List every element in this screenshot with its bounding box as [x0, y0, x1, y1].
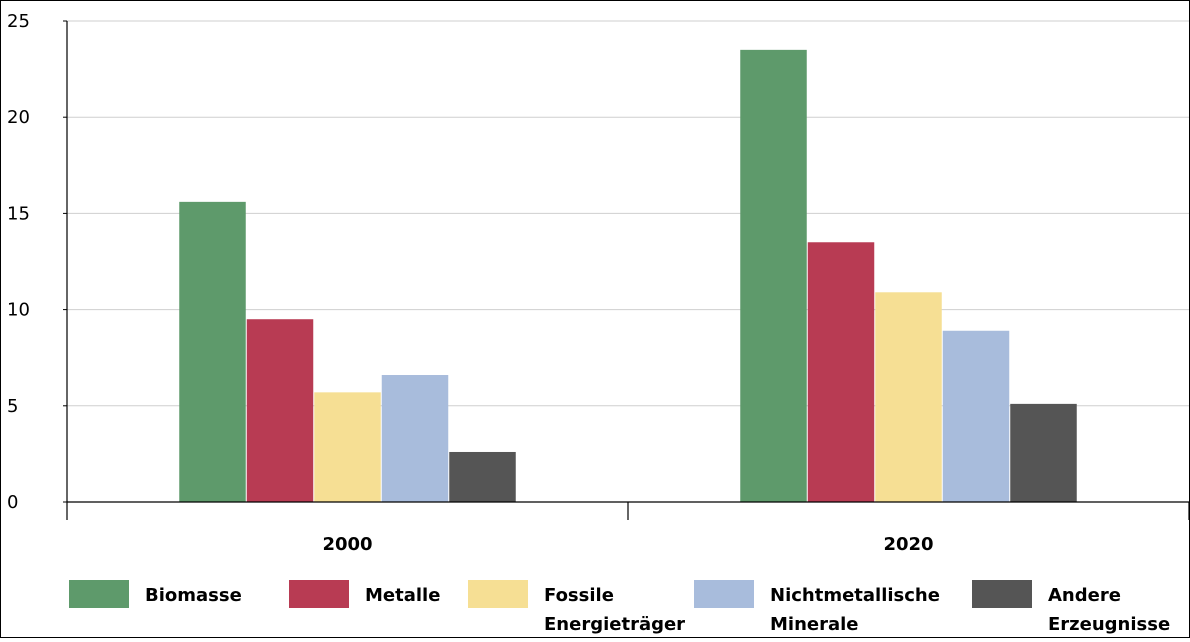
y-tick-label-25: 25 — [7, 11, 30, 32]
bar-nichtmetallische-minerale-2000 — [381, 375, 449, 502]
legend-item-andere-erzeugnisse: Andere Erzeugnisse — [972, 580, 1170, 635]
x-tick-label-2000: 2000 — [322, 534, 372, 555]
legend-item-biomasse: Biomasse — [69, 580, 242, 608]
legend-label-biomasse: Biomasse — [145, 585, 242, 606]
legend-swatch-fossile-energietr-ger — [468, 580, 528, 608]
legend-swatch-andere-erzeugnisse — [972, 580, 1032, 608]
y-tick-label-0: 0 — [7, 492, 18, 513]
legend-label-metalle: Metalle — [365, 585, 440, 606]
y-tick-label-5: 5 — [7, 396, 18, 417]
legend-item-metalle: Metalle — [289, 580, 440, 608]
bar-biomasse-2000 — [179, 201, 246, 502]
bar-biomasse-2020 — [740, 49, 807, 503]
legend: Biomasse Metalle Fossile Energieträger Nicht… — [69, 580, 1170, 635]
bar-andere-erzeugnisse-2020 — [1010, 403, 1077, 502]
y-tick-label-15: 15 — [7, 203, 30, 224]
bar-fossile-energietr-ger-2020 — [875, 292, 942, 502]
legend-swatch-metalle — [289, 580, 349, 608]
bar-fossile-energietr-ger-2000 — [314, 392, 381, 502]
bar-metalle-2020 — [807, 242, 875, 502]
y-tick-label-10: 10 — [7, 300, 30, 321]
legend-label-nichtmetallische-minerale: Nichtmetallische Minerale — [770, 585, 940, 635]
y-axis-ticks: 0 5 10 15 20 25 — [7, 11, 30, 513]
legend-swatch-biomasse — [69, 580, 129, 608]
legend-label-fossile-energietr-ger: Fossile Energieträger — [544, 585, 685, 635]
bar-metalle-2000 — [246, 319, 314, 502]
bar-nichtmetallische-minerale-2020 — [942, 330, 1010, 502]
legend-label-andere-erzeugnisse: Andere Erzeugnisse — [1048, 585, 1170, 635]
legend-swatch-nichtmetallische-minerale — [694, 580, 754, 608]
legend-item-nichtmetallische-minerale: Nichtmetallische Minerale — [694, 580, 940, 635]
x-axis-ticks: 2000 2020 — [322, 534, 933, 555]
legend-item-fossile-energietr-ger: Fossile Energieträger — [468, 580, 685, 635]
bar-andere-erzeugnisse-2000 — [449, 451, 516, 502]
bars — [179, 49, 1077, 503]
y-tick-label-20: 20 — [7, 107, 30, 128]
x-tick-label-2020: 2020 — [883, 534, 933, 555]
